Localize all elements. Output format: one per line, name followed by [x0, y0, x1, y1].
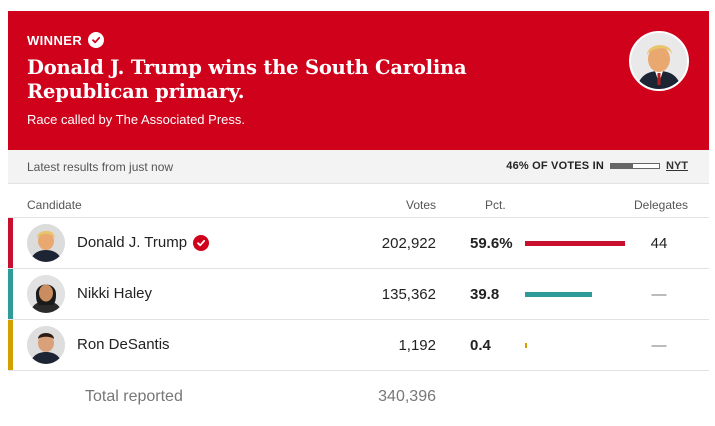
- delegate-count: —: [651, 286, 667, 303]
- avatar: [27, 275, 65, 313]
- avatar: [27, 326, 65, 364]
- total-label: Total reported: [85, 388, 183, 405]
- delegate-count: 44: [650, 235, 668, 252]
- col-candidate: Candidate: [27, 198, 82, 212]
- winner-label: WINNER: [27, 32, 83, 48]
- candidate-name-text: Donald J. Trump: [77, 234, 188, 251]
- col-pct: Pct.: [485, 198, 506, 212]
- percent-bar: [525, 292, 592, 297]
- vote-percent: 59.6%: [470, 235, 513, 252]
- col-votes: Votes: [406, 198, 437, 212]
- winner-banner: WINNER Donald J. Trump wins the South Ca…: [8, 11, 709, 150]
- progress-fill: [611, 164, 634, 168]
- vote-percent: 0.4: [470, 337, 491, 354]
- vote-count: 1,192: [398, 337, 436, 354]
- table-row: Ron DeSantis 1,192 0.4 —: [8, 320, 709, 371]
- check-icon: [193, 234, 210, 251]
- candidate-color-stripe: [8, 269, 13, 319]
- page-title: Donald J. Trump wins the South Carolina …: [27, 56, 467, 103]
- nyt-source-link[interactable]: NYT: [666, 160, 688, 172]
- candidate-name: Ron DeSantis: [77, 336, 170, 353]
- candidate-color-stripe: [8, 320, 13, 370]
- total-row: Total reported 340,396: [8, 371, 709, 422]
- winner-row: WINNER: [27, 32, 105, 48]
- results-status-bar: Latest results from just now 46% OF VOTE…: [8, 150, 709, 184]
- percent-bar: [525, 343, 527, 348]
- vote-count: 202,922: [381, 235, 436, 252]
- avatar: [27, 224, 65, 262]
- race-call-note: Race called by The Associated Press.: [27, 112, 245, 127]
- vote-count: 135,362: [381, 286, 436, 303]
- winner-avatar: [629, 31, 689, 91]
- table-header: Candidate Votes Pct. Delegates: [8, 184, 709, 218]
- candidate-name-text: Nikki Haley: [77, 285, 153, 302]
- check-icon: [88, 32, 105, 48]
- candidate-name: Nikki Haley: [77, 285, 152, 302]
- col-delegates: Delegates: [634, 198, 689, 212]
- candidate-color-stripe: [8, 218, 13, 268]
- delegate-count: —: [651, 337, 667, 354]
- total-votes: 340,396: [378, 388, 436, 405]
- table-row: Nikki Haley 135,362 39.8 —: [8, 269, 709, 320]
- reporting-progress: 46% OF VOTES IN NYT: [506, 160, 688, 172]
- candidate-name-text: Ron DeSantis: [77, 336, 170, 353]
- votes-in-progress-bar: [610, 163, 660, 169]
- latest-results-text: Latest results from just now: [27, 160, 174, 174]
- votes-in-label: 46% OF VOTES IN: [506, 160, 604, 172]
- candidate-name: Donald J. Trump: [77, 234, 210, 251]
- percent-bar: [525, 241, 625, 246]
- table-row: Donald J. Trump 202,922 59.6% 44: [8, 218, 709, 269]
- vote-percent: 39.8: [470, 286, 500, 303]
